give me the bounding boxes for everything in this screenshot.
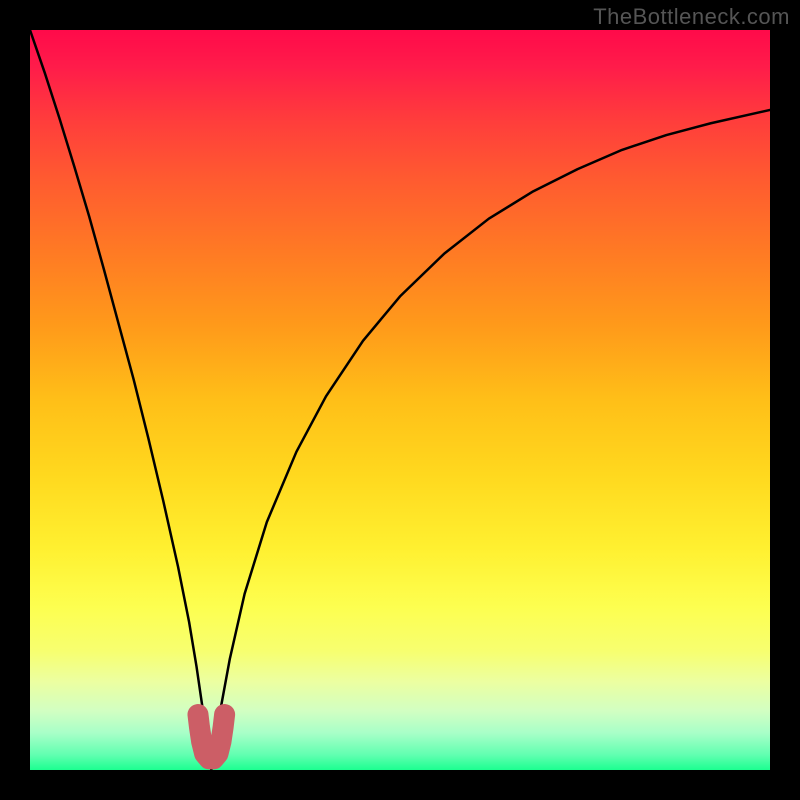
plot-background bbox=[30, 30, 770, 770]
bottleneck-chart bbox=[0, 0, 800, 800]
watermark-label: TheBottleneck.com bbox=[593, 4, 790, 30]
figure-container: { "watermark": { "text": "TheBottleneck.… bbox=[0, 0, 800, 800]
